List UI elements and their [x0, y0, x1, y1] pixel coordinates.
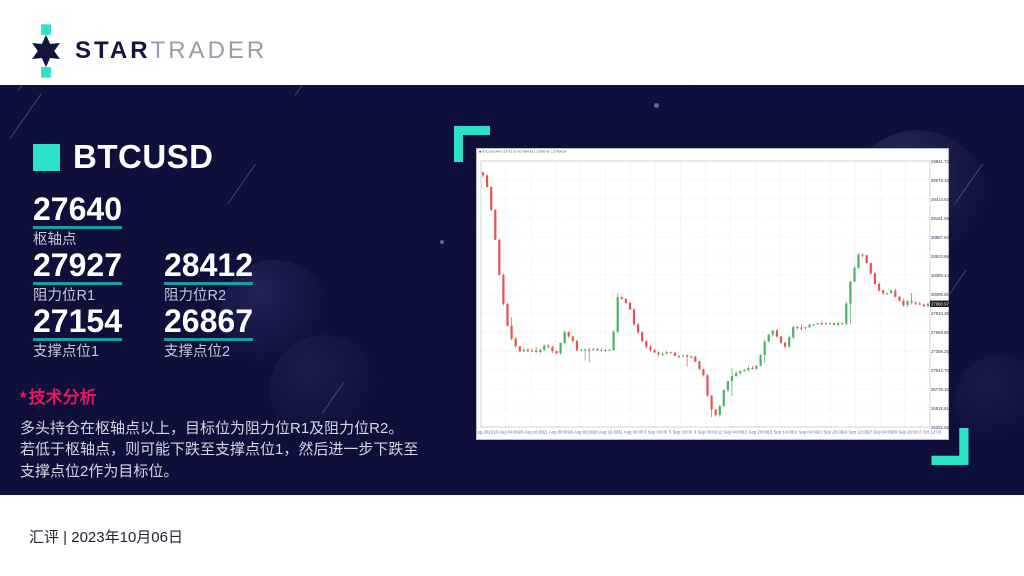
- svg-text:10 Aug 04:00: 10 Aug 04:00: [493, 430, 519, 435]
- svg-text:27833.35: 27833.35: [931, 311, 950, 316]
- svg-text:27 Sep 04:00: 27 Sep 04:00: [867, 430, 893, 435]
- svg-text:11 Sep 04:00: 11 Sep 04:00: [718, 430, 744, 435]
- svg-text:29941.73: 29941.73: [931, 159, 950, 164]
- svg-text:27306.25: 27306.25: [931, 349, 950, 354]
- svg-text:21 Sep 20:00: 21 Sep 20:00: [817, 430, 843, 435]
- svg-text:8 Sep 00:00: 8 Sep 00:00: [694, 430, 718, 435]
- svg-text:27042.70: 27042.70: [931, 368, 950, 373]
- svg-text:16 Sep 14:00: 16 Sep 14:00: [768, 430, 794, 435]
- svg-text:19 Sep 04:00: 19 Sep 04:00: [793, 430, 819, 435]
- svg-text:29678.18: 29678.18: [931, 178, 950, 183]
- svg-text:2 Oct 12:00: 2 Oct 12:00: [919, 430, 942, 435]
- svg-text:26515.61: 26515.61: [931, 406, 950, 411]
- svg-text:29151.09: 29151.09: [931, 216, 950, 221]
- svg-text:31 Aug 00:00: 31 Aug 00:00: [618, 430, 644, 435]
- svg-text:27569.80: 27569.80: [931, 330, 950, 335]
- svg-text:26779.16: 26779.16: [931, 387, 950, 392]
- svg-text:28 Aug 16:00: 28 Aug 16:00: [518, 430, 544, 435]
- svg-text:28096.90: 28096.90: [931, 292, 950, 297]
- svg-text:29414.63: 29414.63: [931, 197, 950, 202]
- svg-text:28360.44: 28360.44: [931, 273, 950, 278]
- svg-text:21 Aug 2023: 21 Aug 2023: [477, 430, 494, 435]
- svg-text:13 Sep 20:00: 13 Sep 20:00: [743, 430, 769, 435]
- svg-text:28 Aug 16:00: 28 Aug 16:00: [593, 430, 619, 435]
- svg-text:3 Sep 00:00: 3 Sep 00:00: [644, 430, 668, 435]
- svg-text:5 Sep 16:00: 5 Sep 16:00: [669, 430, 693, 435]
- svg-text:28623.99: 28623.99: [931, 254, 950, 259]
- svg-text:27960.97: 27960.97: [931, 302, 950, 307]
- svg-text:26 Aug 02:00: 26 Aug 02:00: [568, 430, 594, 435]
- svg-text:24 Sep 12:00: 24 Sep 12:00: [842, 430, 868, 435]
- svg-text:29 Sep 20:00: 29 Sep 20:00: [892, 430, 918, 435]
- svg-text:21 Aug 00:00: 21 Aug 00:00: [543, 430, 569, 435]
- svg-text:28887.54: 28887.54: [931, 235, 950, 240]
